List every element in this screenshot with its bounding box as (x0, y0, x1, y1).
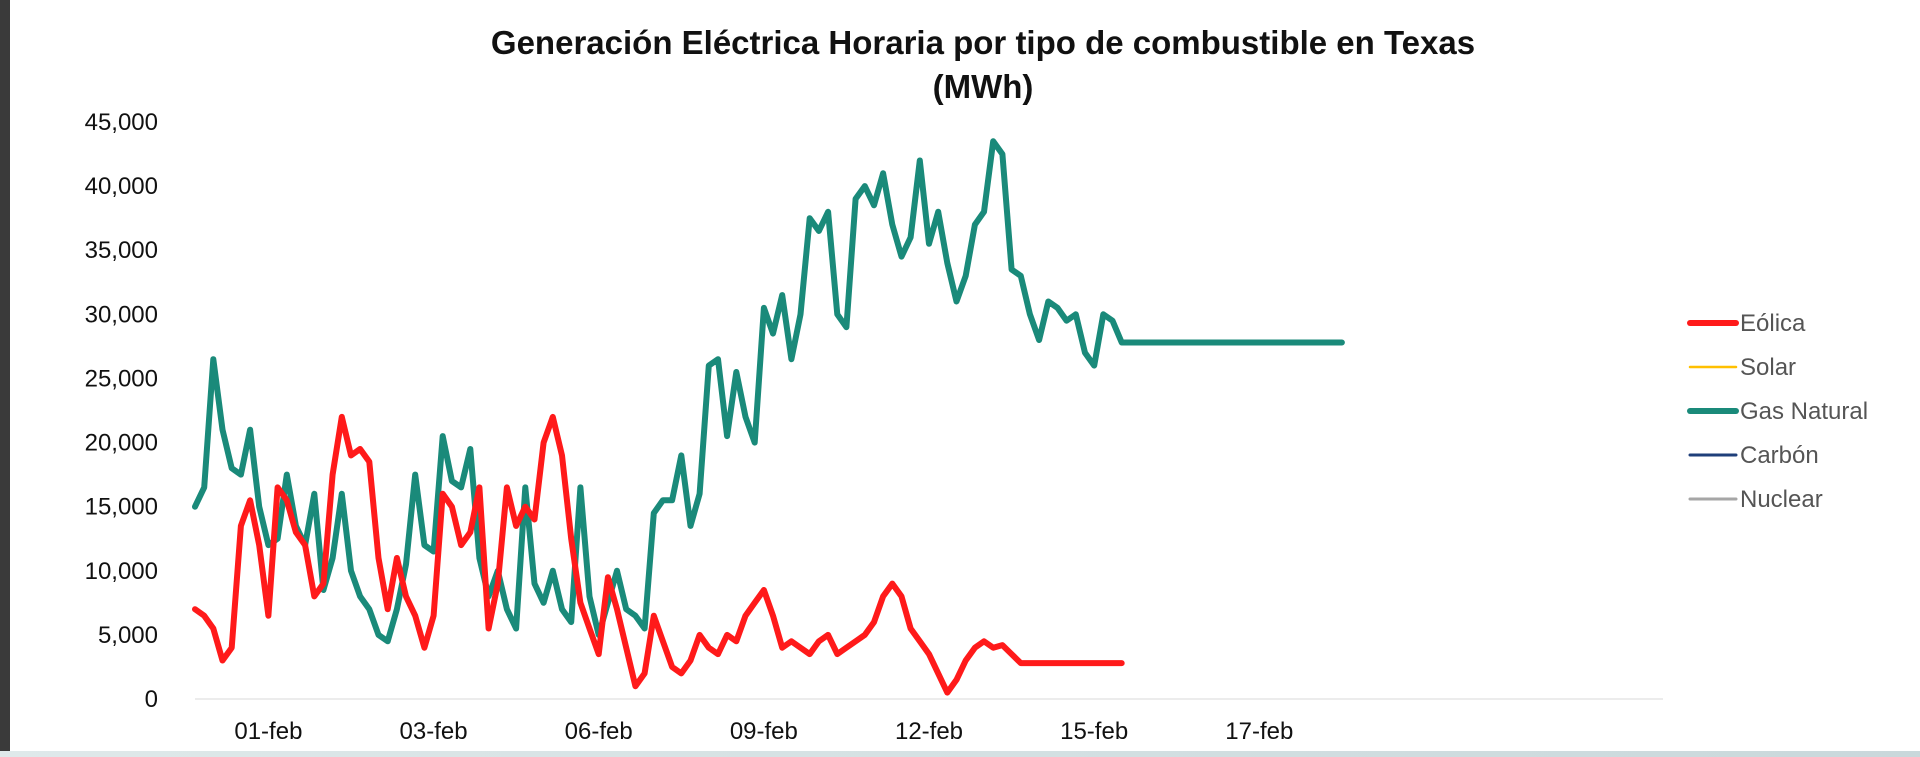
y-tick-label: 45,000 (85, 109, 158, 136)
legend-label: Gas Natural (1740, 398, 1868, 425)
y-tick-label: 25,000 (85, 365, 158, 392)
y-tick-label: 0 (145, 686, 158, 713)
series-line-gas-natural (192, 138, 1345, 645)
x-tick-label: 17-feb (1225, 718, 1293, 745)
x-tick-label: 01-feb (234, 718, 302, 745)
series-line-e-lica (192, 413, 1125, 696)
legend-label: Nuclear (1740, 486, 1823, 513)
legend-label: Solar (1740, 354, 1796, 381)
x-tick-label: 06-feb (565, 718, 633, 745)
y-tick-label: 5,000 (98, 622, 158, 649)
legend-label: Eólica (1740, 310, 1806, 337)
legend-label: Carbón (1740, 442, 1819, 469)
window-frame-bottom (0, 751, 1920, 757)
y-tick-label: 20,000 (85, 430, 158, 457)
series-layer (192, 138, 1345, 696)
y-axis: 0 5,000 10,000 15,000 20,000 25,000 30,000 35,0… (85, 109, 158, 713)
y-tick-label: 15,000 (85, 494, 158, 521)
legend: Eólica Solar Gas Natural Carbón Nuclear (1687, 310, 1868, 513)
x-axis: 01-feb 03-feb 06-feb 09-feb 12-feb 15-feb 17-f… (234, 718, 1293, 745)
x-tick-label: 15-feb (1060, 718, 1128, 745)
y-tick-label: 30,000 (85, 301, 158, 328)
chart-title: Generación Eléctrica Horaria por tipo de… (491, 24, 1475, 61)
chart-subtitle: (MWh) (933, 68, 1034, 105)
y-tick-label: 35,000 (85, 237, 158, 264)
x-tick-label: 12-feb (895, 718, 963, 745)
x-tick-label: 03-feb (400, 718, 468, 745)
y-tick-label: 40,000 (85, 173, 158, 200)
x-tick-label: 09-feb (730, 718, 798, 745)
window-frame-left (0, 0, 10, 757)
y-tick-label: 10,000 (85, 558, 158, 585)
